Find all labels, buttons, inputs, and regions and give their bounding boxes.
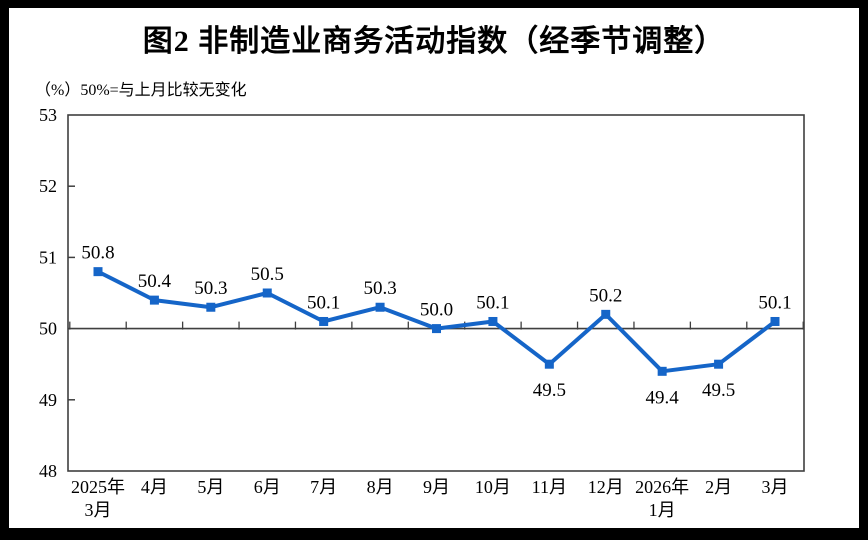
x-tick-label: 8月 bbox=[367, 477, 394, 497]
y-tick-label: 51 bbox=[39, 247, 57, 267]
data-label: 49.5 bbox=[533, 380, 566, 401]
data-label: 50.8 bbox=[81, 243, 114, 264]
data-point-marker bbox=[657, 366, 667, 376]
data-point-marker bbox=[432, 324, 441, 334]
data-point-marker bbox=[488, 316, 498, 326]
y-tick-label: 52 bbox=[39, 176, 57, 196]
x-tick-label: 3月 bbox=[85, 500, 112, 520]
x-tick-label: 9月 bbox=[423, 477, 450, 497]
axis-unit-note: （%）50%=与上月比较无变化 bbox=[35, 82, 247, 99]
data-label: 50.2 bbox=[589, 285, 622, 306]
data-label: 49.4 bbox=[646, 387, 680, 408]
data-label: 50.1 bbox=[758, 292, 791, 313]
data-point-marker bbox=[375, 302, 385, 312]
data-point-marker bbox=[770, 316, 780, 326]
data-point-marker bbox=[262, 288, 272, 298]
data-point-marker bbox=[206, 302, 216, 312]
data-label: 50.3 bbox=[363, 278, 396, 299]
x-tick-label: 1月 bbox=[649, 500, 676, 520]
x-tick-label: 12月 bbox=[588, 477, 624, 497]
x-tick-label: 5月 bbox=[197, 477, 224, 497]
x-tick-label: 10月 bbox=[475, 477, 511, 497]
y-tick-label: 50 bbox=[39, 319, 57, 339]
x-tick-label: 7月 bbox=[310, 477, 337, 497]
data-label: 49.5 bbox=[702, 380, 735, 401]
line-chart: 48 49 50 51 52 53 2025年 3月 4月 5月 6月 7月 8月 9月 10月 11月 12月… bbox=[39, 105, 805, 520]
x-tick-label: 2月 bbox=[705, 477, 732, 497]
chart-title: 图2 非制造业商务活动指数（经季节调整） bbox=[142, 25, 726, 58]
x-tick-label: 2025年 bbox=[71, 477, 125, 497]
x-tick-label: 3月 bbox=[762, 477, 789, 497]
data-label: 50.0 bbox=[420, 300, 453, 321]
x-tick-label: 11月 bbox=[532, 477, 567, 497]
x-tick-label: 4月 bbox=[141, 477, 168, 497]
data-point-marker bbox=[93, 267, 103, 277]
data-point-marker bbox=[714, 359, 724, 369]
x-tick-label: 6月 bbox=[254, 477, 281, 497]
y-tick-label: 53 bbox=[39, 105, 57, 125]
page: 图2 非制造业商务活动指数（经季节调整） （%）50%=与上月比较无变化 48 4… bbox=[9, 8, 859, 528]
data-point-marker bbox=[544, 359, 554, 369]
data-label: 50.5 bbox=[251, 264, 284, 285]
data-label: 50.4 bbox=[138, 271, 172, 292]
data-label: 50.1 bbox=[476, 292, 509, 313]
data-point-marker bbox=[149, 295, 159, 305]
data-point-marker bbox=[319, 316, 329, 326]
y-tick-label: 48 bbox=[39, 461, 57, 481]
x-tick-label: 2026年 bbox=[635, 477, 689, 497]
y-tick-label: 49 bbox=[39, 390, 57, 410]
data-label: 50.1 bbox=[307, 292, 340, 313]
data-point-marker bbox=[601, 309, 611, 319]
data-label: 50.3 bbox=[194, 278, 227, 299]
plot-border bbox=[67, 114, 805, 472]
